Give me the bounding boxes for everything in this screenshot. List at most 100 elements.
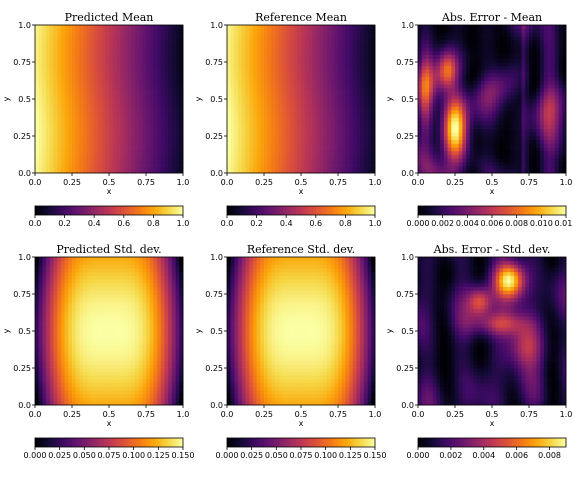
heatmap-cell: [46, 106, 51, 111]
heatmap-cell: [301, 54, 306, 59]
heatmap-cell: [60, 25, 65, 30]
heatmap-cell: [79, 62, 84, 67]
heatmap-cell: [57, 69, 62, 74]
heatmap-cell: [349, 54, 354, 59]
heatmap-cell: [367, 58, 372, 63]
heatmap-cell: [480, 50, 485, 55]
heatmap-cell: [514, 158, 519, 163]
heatmap-cell: [352, 91, 357, 96]
heatmap-cell: [60, 110, 65, 115]
heatmap-cell: [425, 36, 430, 41]
heatmap-cell: [440, 84, 445, 89]
heatmap-cell: [175, 128, 180, 133]
heatmap-cell: [175, 147, 180, 152]
colorbar-segment: [296, 206, 299, 215]
heatmap-cell: [330, 54, 335, 59]
heatmap-cell: [275, 62, 280, 67]
heatmap-cell: [315, 28, 320, 33]
heatmap-cell: [86, 161, 91, 166]
heatmap-cell: [60, 50, 65, 55]
heatmap-cell: [153, 117, 158, 122]
heatmap-cell: [42, 58, 47, 63]
heatmap-cell: [480, 36, 485, 41]
heatmap-cell: [267, 47, 272, 52]
heatmap-cell: [275, 99, 280, 104]
heatmap-cell: [256, 106, 261, 111]
heatmap-cell: [323, 106, 328, 111]
heatmap-cell: [109, 136, 114, 141]
heatmap-cell: [245, 39, 250, 44]
x-axis-label: x: [107, 187, 112, 196]
heatmap-cell: [488, 124, 493, 129]
heatmap-cell: [138, 132, 143, 137]
heatmap-cell: [514, 69, 519, 74]
heatmap-cell: [547, 36, 552, 41]
heatmap-cell: [138, 32, 143, 37]
heatmap-cell: [264, 143, 269, 148]
heatmap-cell: [38, 99, 43, 104]
heatmap-cell: [338, 91, 343, 96]
heatmap-cell: [260, 124, 265, 129]
heatmap-cell: [319, 43, 324, 48]
heatmap-cell: [315, 124, 320, 129]
heatmap-cell: [146, 124, 151, 129]
heatmap-cell: [234, 169, 239, 174]
heatmap-cell: [521, 95, 526, 100]
heatmap-cell: [341, 121, 346, 126]
heatmap-cell: [499, 80, 504, 85]
heatmap-cell: [264, 102, 269, 107]
heatmap-cell: [506, 147, 511, 152]
heatmap-cell: [249, 128, 254, 133]
heatmap-cell: [256, 36, 261, 41]
heatmap-cell: [510, 150, 515, 155]
heatmap-cell: [127, 87, 132, 92]
heatmap-cell: [492, 69, 497, 74]
heatmap-cell: [484, 25, 489, 30]
heatmap-cell: [105, 139, 110, 144]
heatmap-cell: [146, 36, 151, 41]
heatmap-cell: [334, 28, 339, 33]
heatmap-cell: [83, 110, 88, 115]
heatmap-cell: [60, 165, 65, 170]
heatmap-cell: [429, 80, 434, 85]
y-tick-label: 0.75: [13, 58, 31, 67]
heatmap-cell: [60, 39, 65, 44]
heatmap-cell: [275, 76, 280, 81]
heatmap-cell: [371, 169, 376, 174]
colorbar-segment: [67, 206, 70, 215]
heatmap-cell: [345, 110, 350, 115]
heatmap-cell: [536, 32, 541, 37]
heatmap-cell: [138, 95, 143, 100]
heatmap-cell: [462, 84, 467, 89]
heatmap-cell: [120, 32, 125, 37]
heatmap-cell: [503, 47, 508, 52]
heatmap-cell: [499, 136, 504, 141]
heatmap-cell: [109, 102, 114, 107]
heatmap-cell: [551, 124, 556, 129]
heatmap-cell: [127, 69, 132, 74]
heatmap-cell: [142, 169, 147, 174]
y-tick-label: 0.75: [205, 58, 223, 67]
heatmap-cell: [469, 139, 474, 144]
heatmap-cell: [521, 80, 526, 85]
heatmap-cell: [371, 165, 376, 170]
heatmap-cell: [260, 39, 265, 44]
heatmap-cell: [42, 76, 47, 81]
heatmap-cell: [131, 58, 136, 63]
heatmap-cell: [112, 36, 117, 41]
heatmap-cell: [46, 128, 51, 133]
heatmap-cell: [275, 69, 280, 74]
heatmap-cell: [371, 106, 376, 111]
heatmap-cell: [543, 147, 548, 152]
heatmap-cell: [175, 32, 180, 37]
heatmap-cell: [68, 25, 73, 30]
heatmap: [418, 25, 567, 174]
heatmap-cell: [127, 65, 132, 70]
heatmap-cell: [477, 110, 482, 115]
heatmap-cell: [484, 65, 489, 70]
heatmap-cell: [540, 147, 545, 152]
heatmap-cell: [360, 69, 365, 74]
heatmap-cell: [134, 84, 139, 89]
heatmap-cell: [275, 95, 280, 100]
heatmap-cell: [149, 121, 154, 126]
